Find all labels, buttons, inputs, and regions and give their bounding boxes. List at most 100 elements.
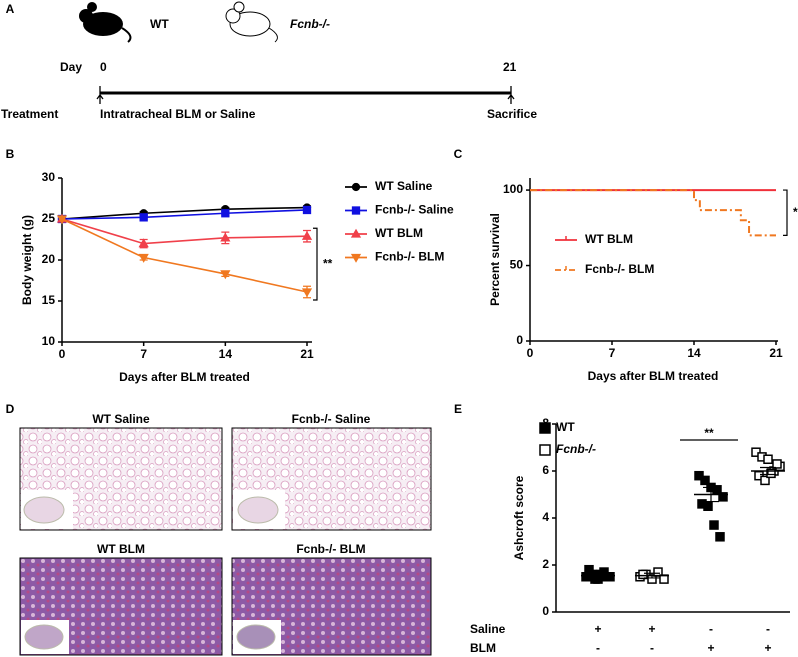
y-tick-label: 10 <box>42 334 56 348</box>
series-line <box>61 218 308 245</box>
y-tick-label: 0 <box>516 333 523 347</box>
image-title: Fcnb-/- BLM <box>296 542 365 556</box>
group-label: Fcnb-/- <box>290 17 330 31</box>
data-point <box>718 492 728 502</box>
panel-label: A <box>6 2 15 16</box>
y-tick-label: 4 <box>542 510 549 524</box>
y-tick-label: 100 <box>503 182 523 196</box>
row-sign: + <box>707 641 714 655</box>
x-axis-label: Days after BLM treated <box>119 370 250 384</box>
series-line <box>61 206 308 220</box>
x-tick-label: 0 <box>527 346 534 360</box>
row-sign: - <box>596 641 600 655</box>
row-label: BLM <box>470 641 496 655</box>
legend-marker <box>539 444 551 456</box>
data-point <box>584 564 594 575</box>
marker <box>351 206 361 215</box>
image-title: WT Saline <box>92 412 150 426</box>
x-tick-label: 21 <box>300 347 314 361</box>
x-tick-label: 21 <box>769 346 783 360</box>
end-event: Sacrifice <box>487 107 537 121</box>
row-sign: - <box>650 641 654 655</box>
marker <box>350 228 362 238</box>
y-tick-label: 30 <box>42 170 56 184</box>
mouse-icon <box>79 2 132 43</box>
y-axis-label: Ashcroft score <box>512 475 526 560</box>
timeline-arrows <box>96 86 515 104</box>
y-tick-label: 2 <box>542 557 549 571</box>
legend-label: WT Saline <box>375 179 433 193</box>
significance: ** <box>323 256 333 270</box>
significance-bracket <box>783 189 788 236</box>
x-tick-label: 0 <box>59 347 66 361</box>
marker <box>220 232 231 242</box>
significance: ** <box>704 426 714 440</box>
data-point <box>772 459 782 469</box>
y-tick-label: 50 <box>510 258 524 272</box>
series-line <box>61 209 308 220</box>
marker <box>351 182 361 192</box>
row-sign: - <box>709 622 713 636</box>
marker <box>350 253 362 263</box>
panel-label: C <box>454 147 463 161</box>
marker <box>139 213 148 222</box>
marker <box>302 205 312 215</box>
treatment-label: Treatment <box>1 107 58 121</box>
panel-label: B <box>6 147 15 161</box>
panel-label: D <box>6 402 15 416</box>
y-tick-label: 25 <box>42 211 56 225</box>
x-tick-label: 7 <box>609 346 616 360</box>
y-tick-label: 0 <box>542 604 549 618</box>
row-sign: - <box>766 622 770 636</box>
data-point <box>766 468 776 479</box>
series-line <box>61 218 308 293</box>
day-end: 21 <box>503 60 517 74</box>
legend-label: WT <box>556 420 575 434</box>
legend-label: Fcnb-/- BLM <box>375 250 444 264</box>
significance: * <box>793 205 798 219</box>
y-tick-label: 15 <box>42 293 56 307</box>
day-start: 0 <box>100 60 107 74</box>
legend-label: WT BLM <box>585 232 633 246</box>
legend-marker <box>539 422 551 434</box>
image-title: Fcnb-/- Saline <box>292 412 371 426</box>
marker <box>56 215 68 225</box>
marker <box>301 288 313 298</box>
row-sign: + <box>594 622 601 636</box>
day-label: Day <box>60 60 82 74</box>
row-label: Saline <box>470 622 506 636</box>
y-tick-label: 6 <box>542 463 549 477</box>
x-tick-label: 7 <box>140 347 147 361</box>
data-point <box>602 572 612 582</box>
error-bar <box>760 466 776 476</box>
data-point <box>700 475 710 486</box>
group-label: WT <box>150 17 169 31</box>
y-tick-label: 20 <box>42 252 56 266</box>
marker <box>301 230 313 240</box>
treatment: Intratracheal BLM or Saline <box>100 107 256 121</box>
data-point <box>760 475 770 486</box>
x-tick-label: 14 <box>219 347 233 361</box>
error-bar <box>644 572 660 579</box>
x-axis-label: Days after BLM treated <box>588 369 719 383</box>
legend-label: WT BLM <box>375 226 423 240</box>
x-tick-label: 14 <box>687 346 701 360</box>
data-point <box>709 520 719 530</box>
error-bar <box>703 486 719 503</box>
y-axis-label: Percent survival <box>488 213 502 306</box>
histology-images <box>19 427 432 656</box>
significance-bracket <box>313 227 318 301</box>
marker <box>221 209 230 218</box>
y-axis-label: Body weight (g) <box>20 215 34 305</box>
data-point <box>638 569 648 580</box>
legend-label: Fcnb-/- BLM <box>585 262 654 276</box>
marker <box>138 253 149 263</box>
row-sign: + <box>648 622 655 636</box>
data-point <box>703 501 713 511</box>
marker <box>138 238 149 248</box>
mouse-icon-outline <box>225 1 278 43</box>
data-point <box>763 454 773 464</box>
legend-label: Fcnb-/- Saline <box>375 203 454 217</box>
image-title: WT BLM <box>97 542 145 556</box>
